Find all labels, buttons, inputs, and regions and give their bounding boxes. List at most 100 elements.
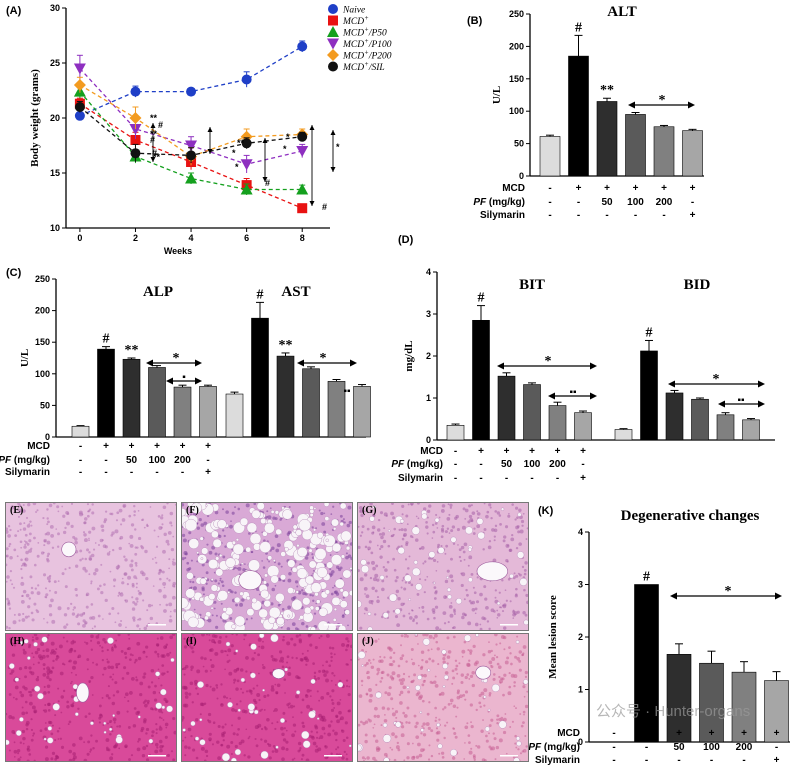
nucleus-dot (124, 656, 128, 659)
panel-b-y-axis-label: U/L (491, 86, 503, 104)
vacuole (434, 517, 440, 523)
nucleus-dot (220, 744, 223, 747)
nucleus-dot (402, 685, 407, 690)
nucleus-dot (378, 659, 382, 663)
nucleus-dot (222, 529, 225, 532)
panel-b-cell-2-5: + (690, 210, 696, 221)
nucleus-dot (444, 724, 447, 727)
nucleus-dot (438, 752, 441, 755)
nucleus-dot (108, 550, 111, 553)
nucleus-dot (342, 614, 345, 617)
nucleus-dot (309, 707, 313, 712)
central-vein (76, 682, 90, 703)
panel-a-legend-marker-sil (328, 61, 338, 72)
panel-b-bracket-head-right (688, 101, 695, 109)
panel-a-x-tick-label-3: 6 (244, 233, 249, 243)
panel-c-cell-0-0: - (79, 441, 82, 452)
nucleus-dot (43, 667, 46, 670)
nucleus-dot (48, 604, 53, 608)
nucleus-dot (464, 508, 469, 513)
nucleus-dot (162, 594, 167, 599)
nucleus-dot (45, 593, 49, 597)
nucleus-dot (52, 503, 56, 505)
nucleus-dot (523, 572, 527, 576)
nucleus-dot (223, 534, 226, 538)
nucleus-dot (276, 543, 281, 548)
vacuole (316, 566, 328, 578)
nucleus-dot (392, 533, 395, 536)
nucleus-dot (523, 695, 526, 698)
nucleus-dot (161, 514, 164, 517)
nucleus-dot (472, 644, 476, 648)
nucleus-dot (36, 647, 41, 652)
nucleus-dot (258, 645, 261, 648)
nucleus-dot (140, 546, 145, 550)
nucleus-dot (345, 644, 350, 648)
nucleus-dot (498, 679, 503, 684)
nucleus-dot (84, 557, 88, 561)
nucleus-dot (21, 706, 24, 709)
nucleus-dot (492, 558, 497, 563)
nucleus-dot (408, 612, 411, 615)
nucleus-dot (405, 721, 408, 724)
nucleus-dot (308, 734, 312, 738)
nucleus-dot (57, 510, 60, 513)
nucleus-dot (304, 556, 309, 560)
nucleus-dot (333, 674, 336, 677)
panel-b-y-tick-label-4: 200 (509, 41, 524, 51)
vacuole (450, 536, 457, 543)
panel-k-cell-1-3: 100 (703, 742, 720, 753)
nucleus-dot (46, 517, 49, 520)
nucleus-dot (58, 644, 63, 649)
nucleus-dot (482, 548, 485, 551)
nucleus-dot (485, 734, 488, 738)
nucleus-dot (85, 642, 89, 645)
nucleus-dot (145, 727, 150, 732)
nucleus-dot (234, 506, 237, 509)
nucleus-dot (473, 758, 476, 761)
nucleus-dot (159, 603, 161, 606)
vacuole (340, 554, 346, 559)
nucleus-dot (318, 699, 321, 702)
nucleus-dot (444, 552, 447, 555)
nucleus-dot (294, 730, 297, 733)
nucleus-dot (118, 546, 122, 551)
nucleus-dot (420, 748, 424, 753)
nucleus-dot (72, 702, 75, 705)
nucleus-dot (84, 715, 88, 719)
nucleus-dot (107, 665, 111, 669)
nucleus-dot (202, 593, 205, 596)
nucleus-dot (301, 753, 305, 757)
nucleus-dot (434, 605, 439, 609)
nucleus-dot (182, 739, 184, 742)
nucleus-dot (467, 564, 470, 567)
nucleus-dot (434, 675, 437, 678)
nucleus-dot (23, 540, 26, 543)
vacuole (264, 573, 268, 578)
nucleus-dot (459, 559, 462, 563)
nucleus-dot (285, 740, 289, 744)
nucleus-dot (464, 690, 469, 694)
nucleus-dot (274, 534, 279, 538)
nucleus-dot (323, 512, 326, 515)
nucleus-dot (6, 580, 8, 583)
nucleus-dot (115, 639, 118, 642)
nucleus-dot (119, 535, 124, 540)
vacuole (264, 522, 275, 534)
nucleus-dot (502, 730, 507, 735)
vacuole (8, 663, 15, 669)
panel-k-y-tick-label-2: 2 (578, 632, 583, 642)
nucleus-dot (68, 749, 73, 754)
nucleus-dot (13, 613, 16, 616)
vacuole (523, 679, 528, 685)
nucleus-dot (376, 544, 379, 547)
nucleus-dot (377, 638, 380, 640)
nucleus-dot (66, 700, 69, 704)
nucleus-dot (6, 712, 8, 716)
nucleus-dot (523, 588, 526, 592)
vacuole (108, 727, 113, 731)
nucleus-dot (106, 660, 110, 664)
nucleus-dot (230, 752, 233, 755)
vacuole (258, 608, 268, 619)
nucleus-dot (444, 579, 449, 584)
